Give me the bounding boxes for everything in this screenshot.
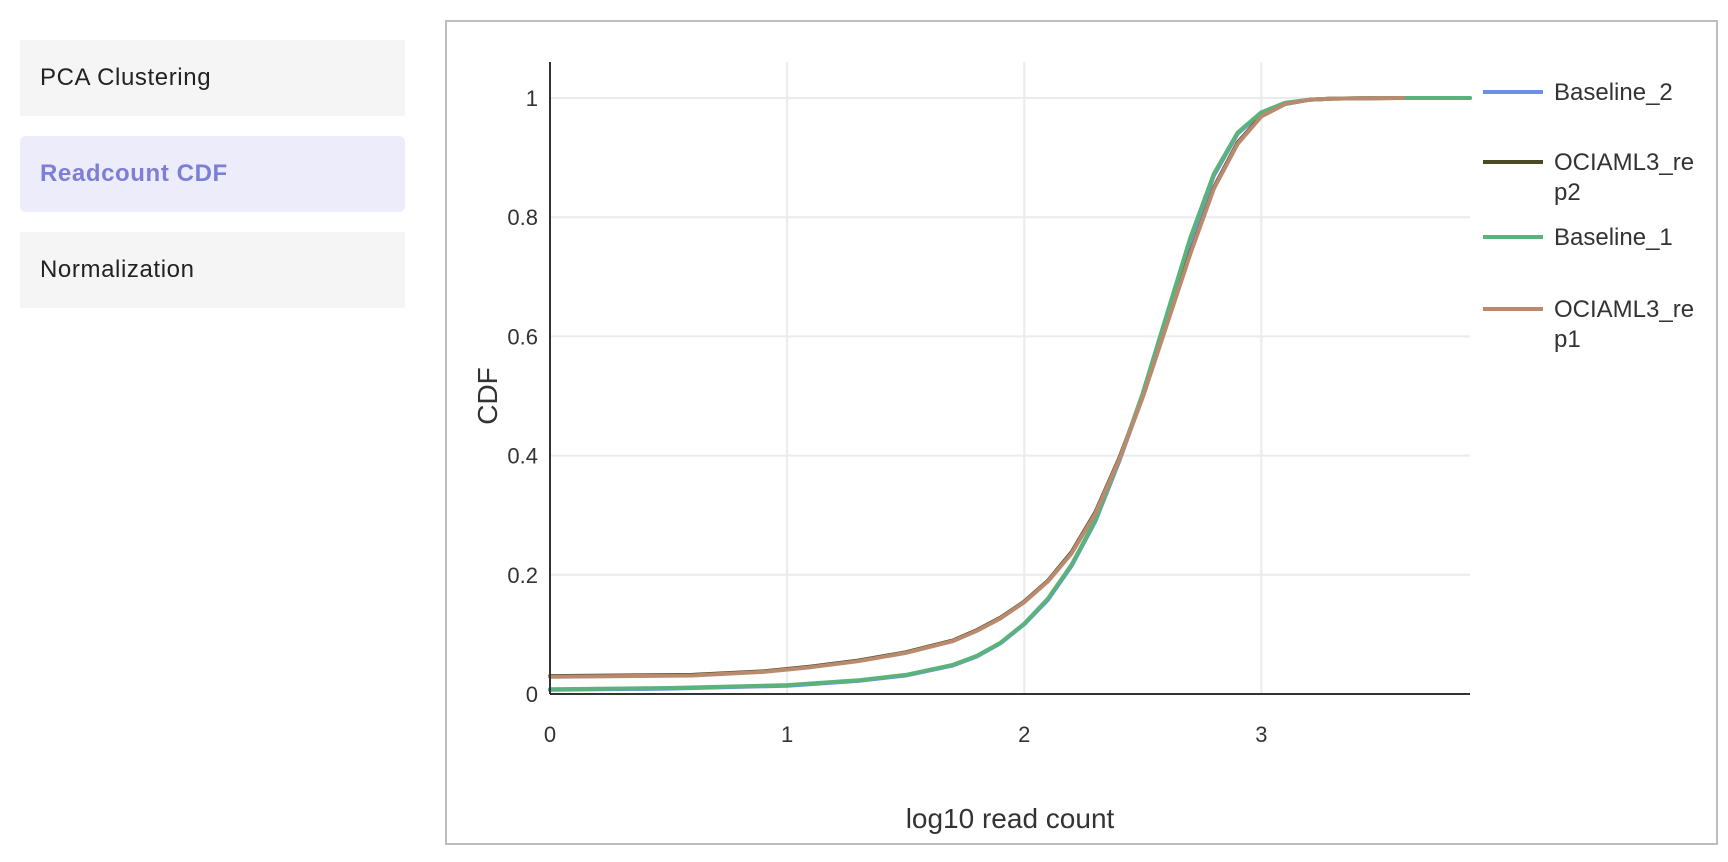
sidebar-nav: PCA Clustering Readcount CDF Normalizati… (20, 40, 405, 308)
legend-item-baseline-2[interactable]: Baseline_2 (1483, 79, 1673, 106)
legend[interactable]: Baseline_2 OCIAML3_re p2 Baseline_1 OCIAML3_… (1483, 79, 1694, 353)
legend-item-ociaml3-rep2[interactable]: OCIAML3_re p2 (1483, 149, 1694, 206)
y-axis-title: CDF (472, 367, 503, 425)
y-tick-label: 0 (526, 682, 538, 707)
y-tick-label: 0.6 (507, 324, 538, 349)
y-tick-labels: 0 0.2 0.4 0.6 0.8 1 (507, 86, 538, 707)
series-line-baseline-1 (548, 96, 1472, 692)
chart-panel: 0 1 2 3 0 0.2 0.4 0.6 0.8 1 log10 read count CDF… (445, 20, 1718, 845)
series-line-baseline-2 (548, 96, 1472, 692)
legend-item-ociaml3-rep1[interactable]: OCIAML3_re p1 (1483, 296, 1694, 353)
nav-item-normalization[interactable]: Normalization (20, 232, 405, 308)
nav-item-readcount-cdf[interactable]: Readcount CDF (20, 136, 405, 212)
y-tick-label: 0.2 (507, 563, 538, 588)
nav-item-pca-clustering[interactable]: PCA Clustering (20, 40, 405, 116)
x-tick-label: 0 (544, 722, 556, 747)
y-tick-label: 0.8 (507, 205, 538, 230)
x-tick-label: 3 (1255, 722, 1267, 747)
legend-item-baseline-1[interactable]: Baseline_1 (1483, 224, 1673, 251)
x-tick-label: 1 (781, 722, 793, 747)
axes (549, 62, 1470, 695)
series-lines (548, 96, 1472, 692)
grid (550, 62, 1470, 694)
series-line-ociaml3-rep1 (548, 96, 1406, 679)
legend-label: Baseline_2 (1554, 79, 1673, 106)
x-axis-title: log10 read count (906, 803, 1115, 834)
x-tick-label: 2 (1018, 722, 1030, 747)
y-tick-label: 0.4 (507, 444, 538, 469)
series-line-ociaml3-rep2 (548, 96, 1406, 679)
x-tick-labels: 0 1 2 3 (544, 722, 1268, 747)
legend-label: Baseline_1 (1554, 224, 1673, 251)
y-tick-label: 1 (526, 86, 538, 111)
legend-label: OCIAML3_re p2 (1554, 149, 1694, 206)
legend-label: OCIAML3_re p1 (1554, 296, 1694, 353)
cdf-chart: 0 1 2 3 0 0.2 0.4 0.6 0.8 1 log10 read count CDF… (472, 62, 1694, 834)
